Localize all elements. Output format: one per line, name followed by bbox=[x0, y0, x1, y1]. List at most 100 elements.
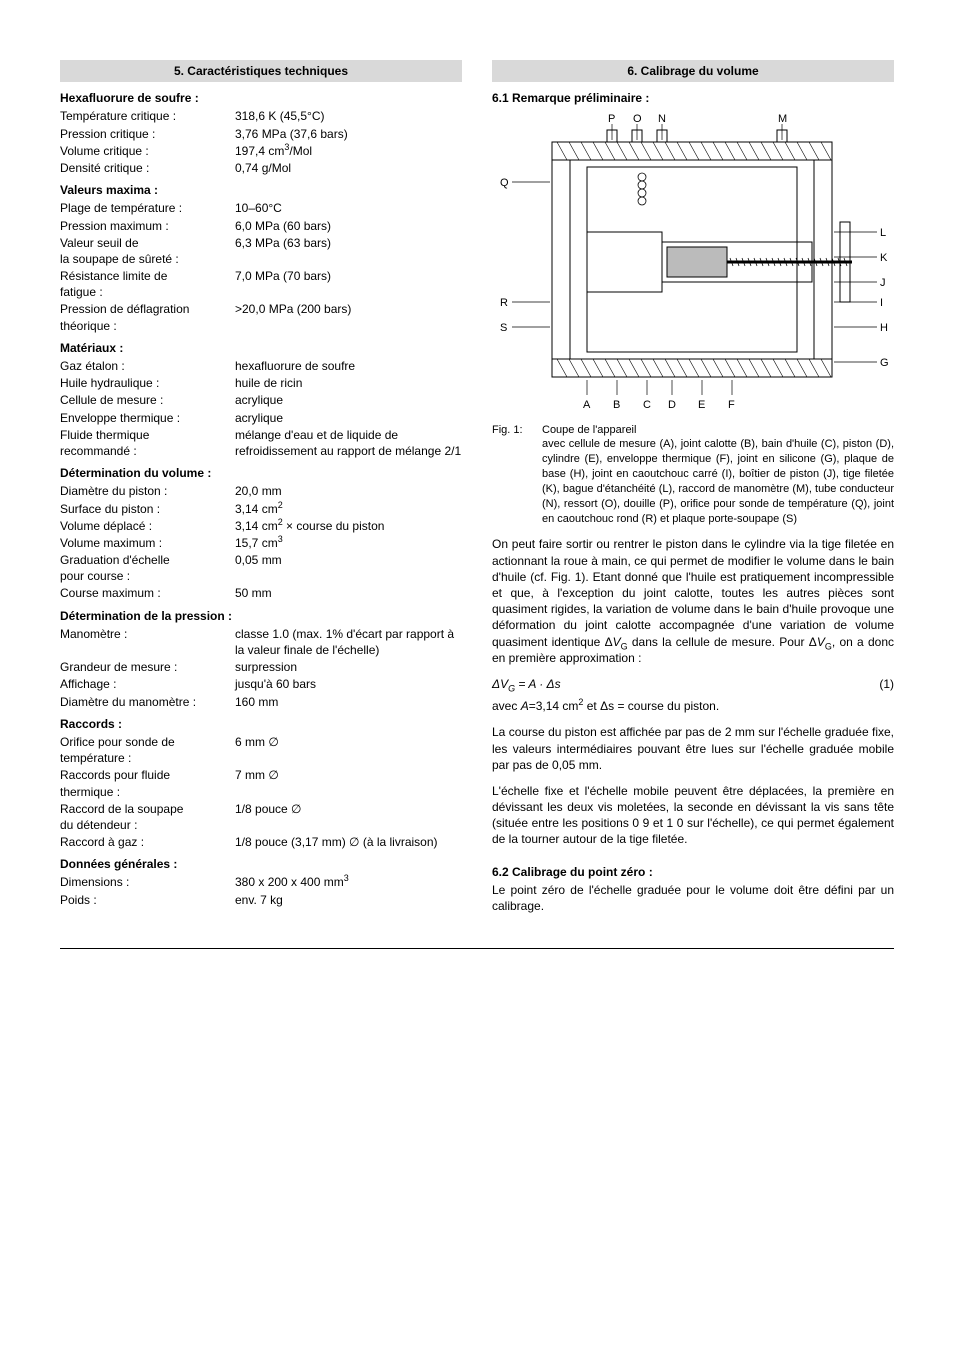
paragraph-intro: On peut faire sortir ou rentrer le pisto… bbox=[492, 536, 894, 666]
svg-text:S: S bbox=[500, 322, 507, 334]
paragraph-echelle: L'échelle fixe et l'échelle mobile peuve… bbox=[492, 783, 894, 848]
spec-value: 318,6 K (45,5°C) bbox=[235, 108, 462, 124]
spec-label: Diamètre du manomètre : bbox=[60, 694, 235, 710]
spec-row: Température critique :318,6 K (45,5°C) bbox=[60, 108, 462, 124]
spec-value: mélange d'eau et de liquide de refroidis… bbox=[235, 427, 462, 459]
spec-label: Huile hydraulique : bbox=[60, 375, 235, 391]
spec-row: Résistance limite de fatigue :7,0 MPa (7… bbox=[60, 268, 462, 300]
svg-text:F: F bbox=[728, 399, 735, 411]
svg-text:D: D bbox=[668, 399, 676, 411]
svg-text:Q: Q bbox=[500, 177, 509, 189]
spec-label: Course maximum : bbox=[60, 585, 235, 601]
spec-group-title: Données générales : bbox=[60, 856, 462, 872]
svg-text:B: B bbox=[613, 399, 620, 411]
spec-label: Valeur seuil de la soupape de sûreté : bbox=[60, 235, 235, 267]
spec-value: 10–60°C bbox=[235, 200, 462, 216]
paragraph-6-2: Le point zéro de l'échelle graduée pour … bbox=[492, 882, 894, 914]
svg-text:A: A bbox=[583, 399, 591, 411]
spec-value: huile de ricin bbox=[235, 375, 462, 391]
spec-value: 50 mm bbox=[235, 585, 462, 601]
spec-value: 3,76 MPa (37,6 bars) bbox=[235, 126, 462, 142]
svg-text:I: I bbox=[880, 297, 883, 309]
spec-value: jusqu'à 60 bars bbox=[235, 676, 462, 692]
spec-value: 1/8 pouce ∅ bbox=[235, 801, 462, 833]
spec-group-title: Hexafluorure de soufre : bbox=[60, 90, 462, 106]
spec-value: 380 x 200 x 400 mm3 bbox=[235, 874, 462, 890]
spec-row: Diamètre du manomètre :160 mm bbox=[60, 694, 462, 710]
spec-label: Diamètre du piston : bbox=[60, 483, 235, 499]
spec-row: Grandeur de mesure :surpression bbox=[60, 659, 462, 675]
spec-row: Valeur seuil de la soupape de sûreté :6,… bbox=[60, 235, 462, 267]
spec-label: Raccords pour fluide thermique : bbox=[60, 767, 235, 799]
svg-text:J: J bbox=[880, 277, 886, 289]
spec-label: Résistance limite de fatigue : bbox=[60, 268, 235, 300]
spec-value: classe 1.0 (max. 1% d'écart par rapport … bbox=[235, 626, 462, 658]
spec-label: Fluide thermique recommandé : bbox=[60, 427, 235, 459]
spec-label: Pression maximum : bbox=[60, 218, 235, 234]
spec-group-title: Détermination de la pression : bbox=[60, 608, 462, 624]
spec-row: Diamètre du piston :20,0 mm bbox=[60, 483, 462, 499]
svg-text:G: G bbox=[880, 357, 889, 369]
spec-value: hexafluorure de soufre bbox=[235, 358, 462, 374]
footer-rule bbox=[60, 948, 894, 949]
spec-row: Volume critique :197,4 cm3/Mol bbox=[60, 143, 462, 159]
spec-value: 197,4 cm3/Mol bbox=[235, 143, 462, 159]
spec-row: Affichage :jusqu'à 60 bars bbox=[60, 676, 462, 692]
svg-text:H: H bbox=[880, 322, 888, 334]
spec-value: 0,05 mm bbox=[235, 552, 462, 584]
spec-label: Affichage : bbox=[60, 676, 235, 692]
spec-row: Raccords pour fluide thermique :7 mm ∅ bbox=[60, 767, 462, 799]
spec-row: Raccord à gaz :1/8 pouce (3,17 mm) ∅ (à … bbox=[60, 834, 462, 850]
spec-row: Graduation d'échelle pour course :0,05 m… bbox=[60, 552, 462, 584]
spec-label: Orifice pour sonde de température : bbox=[60, 734, 235, 766]
spec-row: Dimensions :380 x 200 x 400 mm3 bbox=[60, 874, 462, 890]
spec-row: Gaz étalon :hexafluorure de soufre bbox=[60, 358, 462, 374]
spec-value: acrylique bbox=[235, 392, 462, 408]
paragraph-course: La course du piston est affichée par pas… bbox=[492, 724, 894, 773]
spec-value: 7 mm ∅ bbox=[235, 767, 462, 799]
spec-row: Manomètre :classe 1.0 (max. 1% d'écart p… bbox=[60, 626, 462, 658]
spec-label: Raccord à gaz : bbox=[60, 834, 235, 850]
spec-row: Enveloppe thermique :acrylique bbox=[60, 410, 462, 426]
svg-text:K: K bbox=[880, 252, 888, 264]
spec-value: 6 mm ∅ bbox=[235, 734, 462, 766]
spec-value: 3,14 cm2 × course du piston bbox=[235, 518, 462, 534]
spec-label: Volume maximum : bbox=[60, 535, 235, 551]
spec-row: Volume déplacé :3,14 cm2 × course du pis… bbox=[60, 518, 462, 534]
figure-1-title: Coupe de l'appareil bbox=[542, 424, 636, 436]
figure-1-diagram: PONMQRSLKJIHGABCDEF bbox=[492, 112, 894, 416]
equation-1-number: (1) bbox=[864, 676, 894, 692]
right-column: 6. Calibrage du volume 6.1 Remarque prél… bbox=[492, 60, 894, 924]
svg-text:O: O bbox=[633, 113, 642, 125]
svg-text:R: R bbox=[500, 297, 508, 309]
spec-row: Pression de déflagration théorique :>20,… bbox=[60, 301, 462, 333]
spec-value: 6,3 MPa (63 bars) bbox=[235, 235, 462, 267]
spec-value: env. 7 kg bbox=[235, 892, 462, 908]
svg-text:N: N bbox=[658, 113, 666, 125]
spec-label: Gaz étalon : bbox=[60, 358, 235, 374]
spec-value: 7,0 MPa (70 bars) bbox=[235, 268, 462, 300]
svg-text:M: M bbox=[778, 113, 787, 125]
svg-text:E: E bbox=[698, 399, 705, 411]
spec-row: Volume maximum :15,7 cm3 bbox=[60, 535, 462, 551]
spec-label: Cellule de mesure : bbox=[60, 392, 235, 408]
spec-label: Dimensions : bbox=[60, 874, 235, 890]
spec-row: Fluide thermique recommandé :mélange d'e… bbox=[60, 427, 462, 459]
spec-label: Graduation d'échelle pour course : bbox=[60, 552, 235, 584]
spec-group-title: Détermination du volume : bbox=[60, 465, 462, 481]
spec-label: Raccord de la soupape du détendeur : bbox=[60, 801, 235, 833]
section-5-header: 5. Caractéristiques techniques bbox=[60, 60, 462, 82]
spec-row: Pression maximum :6,0 MPa (60 bars) bbox=[60, 218, 462, 234]
spec-label: Surface du piston : bbox=[60, 501, 235, 517]
spec-value: 160 mm bbox=[235, 694, 462, 710]
spec-value: 1/8 pouce (3,17 mm) ∅ (à la livraison) bbox=[235, 834, 462, 850]
spec-label: Pression de déflagration théorique : bbox=[60, 301, 235, 333]
spec-group-title: Raccords : bbox=[60, 716, 462, 732]
spec-value: 6,0 MPa (60 bars) bbox=[235, 218, 462, 234]
figure-1-label: Fig. 1: bbox=[492, 423, 542, 527]
spec-label: Température critique : bbox=[60, 108, 235, 124]
spec-row: Cellule de mesure :acrylique bbox=[60, 392, 462, 408]
spec-group-title: Valeurs maxima : bbox=[60, 182, 462, 198]
spec-value: 0,74 g/Mol bbox=[235, 160, 462, 176]
spec-value: 20,0 mm bbox=[235, 483, 462, 499]
